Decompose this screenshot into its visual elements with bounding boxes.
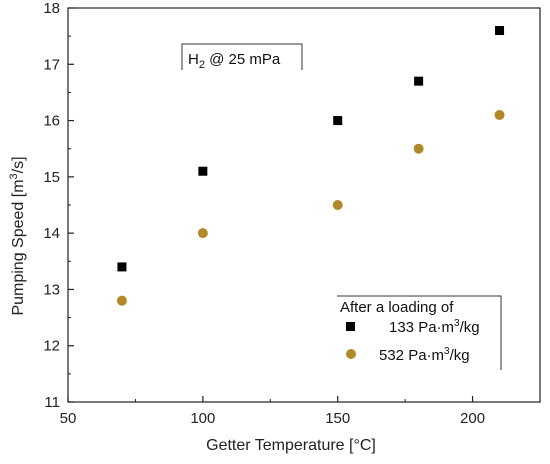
- x-tick-label: 50: [60, 410, 77, 427]
- legend-frame: [337, 295, 502, 370]
- data-point-circle: [116, 295, 127, 306]
- data-point-square: [414, 76, 424, 86]
- x-tick-label: 200: [460, 410, 485, 427]
- axes: 50 100 150 200 11 12 13 14 15 16 17 18: [43, 0, 541, 427]
- data-points: [116, 26, 505, 306]
- y-axis-title: Pumping Speed [m3/s]: [8, 156, 27, 315]
- y-axis-title-end: /s]: [10, 156, 27, 173]
- annotation: H2 @ 25 mPa: [181, 43, 303, 71]
- y-tick-label: 15: [43, 169, 60, 186]
- legend-label-series-2: 532 Pa·m3/kg: [379, 346, 470, 364]
- legend-label-1-main: 133 Pa·m: [389, 319, 454, 336]
- y-tick-label: 16: [43, 113, 60, 130]
- plot-frame: [67, 7, 541, 403]
- y-tick-label: 18: [43, 0, 60, 17]
- legend-marker-square: [346, 322, 355, 331]
- x-tick-label: 100: [190, 410, 215, 427]
- legend-label-2-main: 532 Pa·m: [379, 347, 444, 364]
- annotation-post: @ 25 mPa: [205, 51, 281, 68]
- data-point-square: [198, 166, 208, 176]
- legend-marker-circle: [346, 349, 356, 359]
- annotation-sub: 2: [199, 59, 205, 71]
- y-tick-label: 11: [44, 394, 60, 411]
- data-point-square: [333, 116, 343, 126]
- data-point-square: [117, 262, 127, 272]
- legend-label-2-end: /kg: [450, 347, 470, 364]
- legend-label-series-1: 133 Pa·m3/kg: [389, 318, 480, 336]
- y-tick-label: 13: [43, 281, 60, 298]
- y-tick-label: 17: [43, 56, 60, 73]
- legend-label-2-sup: 3: [444, 346, 450, 357]
- y-tick-label: 12: [43, 338, 60, 355]
- data-point-square: [495, 26, 505, 36]
- annotation-text: H2 @ 25 mPa: [188, 51, 281, 71]
- annotation-pre: H: [188, 51, 199, 68]
- x-axis-title: Getter Temperature [°C]: [206, 437, 376, 454]
- legend-label-1-end: /kg: [460, 319, 480, 336]
- y-tick-label: 14: [43, 225, 60, 242]
- data-point-circle: [197, 228, 208, 239]
- data-point-circle: [494, 109, 505, 120]
- legend: After a loading of 133 Pa·m3/kg 532 Pa·m…: [337, 295, 502, 370]
- data-point-circle: [413, 143, 424, 154]
- x-tick-label: 150: [325, 410, 350, 427]
- y-axis-title-sup: 3: [8, 173, 20, 179]
- y-axis-title-main: Pumping Speed [m: [10, 179, 27, 315]
- legend-label-1-sup: 3: [454, 318, 460, 329]
- data-point-circle: [332, 200, 343, 210]
- legend-title: After a loading of: [340, 299, 454, 316]
- annotation-frame: [181, 43, 303, 70]
